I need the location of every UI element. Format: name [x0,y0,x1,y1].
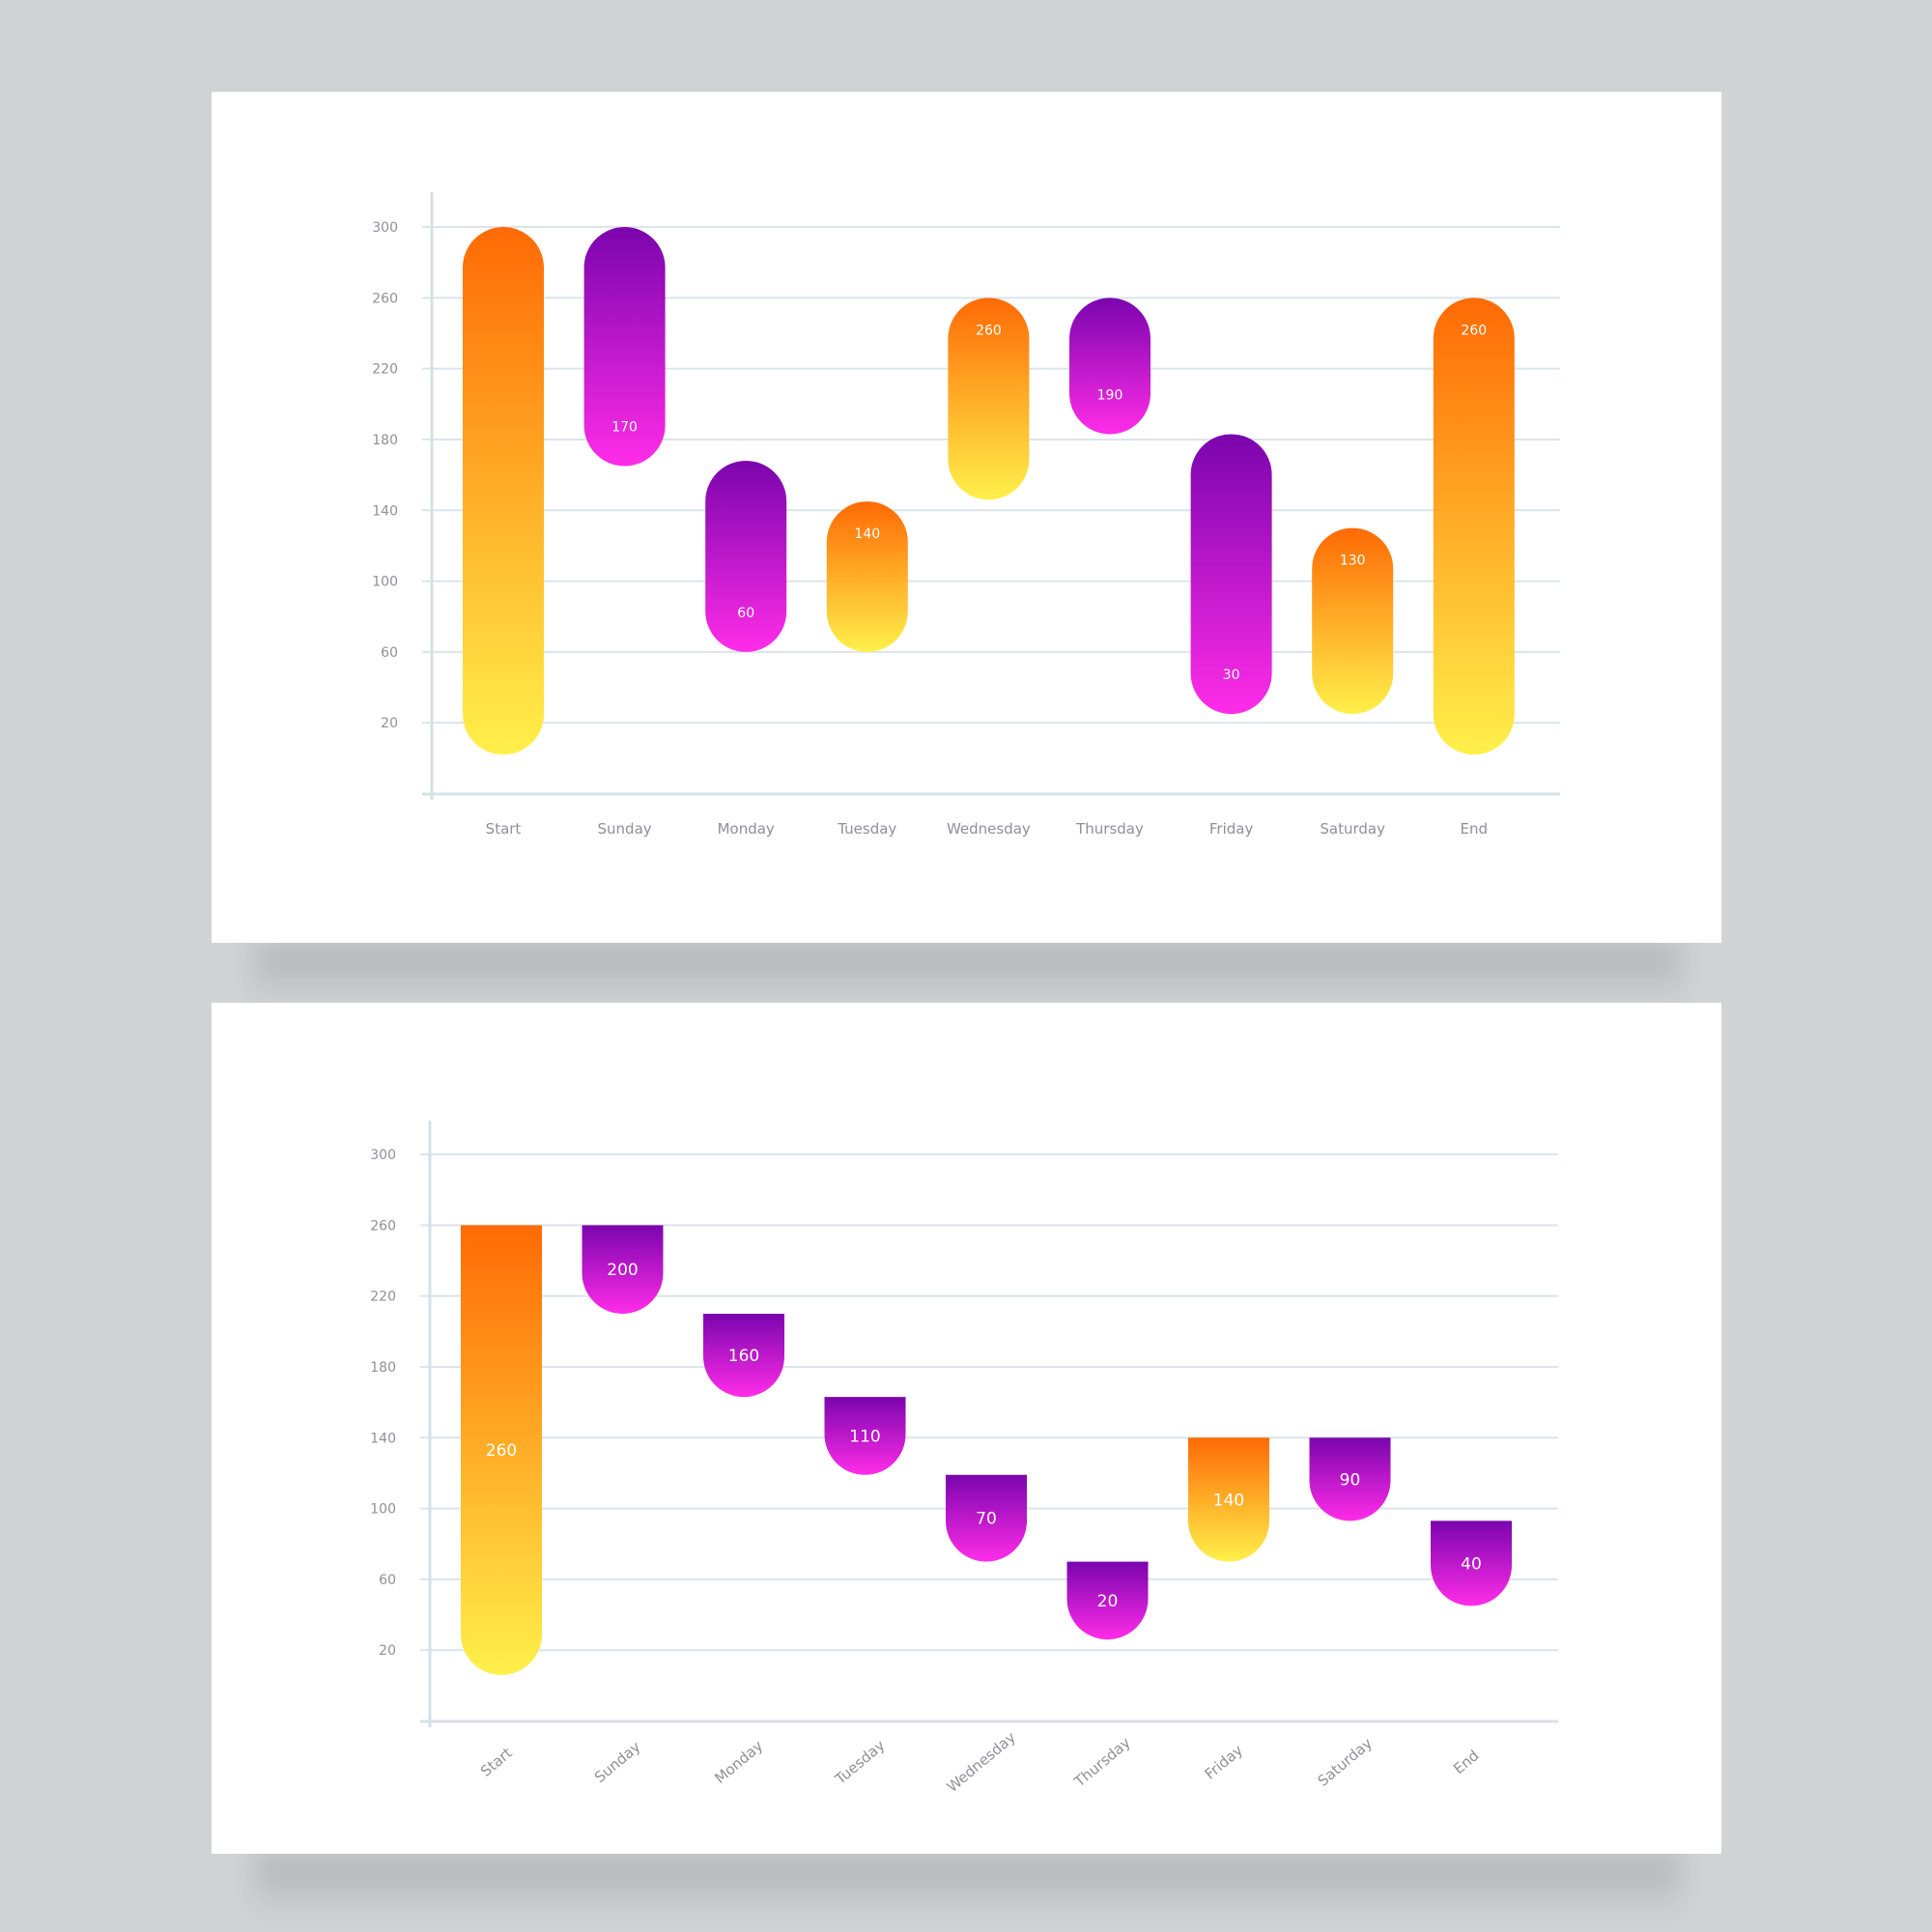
value-label-monday: 60 [737,606,754,621]
bar-start [463,227,544,755]
y-tick-label: 140 [372,503,398,519]
value-label-thursday: 190 [1097,387,1123,403]
x-category-label: Start [486,820,522,838]
waterfall-chart: 300 260 220 180 140 100 60 20 260 Start 200 Sunday 1… [370,1121,1558,1796]
card-shadow-bottom [253,1854,1683,1921]
y-tick-label: 260 [372,291,398,306]
x-category-label: Sunday [591,1738,644,1786]
x-category-label: Tuesday [837,820,896,838]
value-label-saturday: 130 [1340,554,1366,569]
bar-monday [703,1313,784,1398]
bar-tuesday [826,501,908,652]
y-tick-label: 60 [379,1573,396,1588]
x-category-label: Tuesday [831,1737,888,1789]
chart-card-waterfall: 300 260 220 180 140 100 60 20 260 Start 200 Sunday 1… [212,1003,1721,1854]
y-tick-label: 100 [372,575,398,590]
bar-friday [1188,1437,1269,1562]
value-label-saturday: 90 [1340,1470,1361,1490]
x-category-label: Wednesday [944,1728,1019,1796]
card-shadow-top [253,943,1683,1010]
y-tick-label: 60 [381,645,398,661]
y-tick-label: 20 [379,1643,396,1659]
y-tick-label: 300 [372,220,398,236]
bar-wednesday [948,298,1030,500]
value-label-end: 260 [1461,323,1487,338]
bar-start [461,1225,542,1675]
x-category-label: End [1461,820,1489,838]
bar-thursday [1069,298,1151,435]
bar-monday [705,460,787,652]
y-tick-label: 220 [370,1290,396,1305]
bar-tuesday [824,1397,906,1475]
bar-thursday [1066,1561,1149,1640]
value-label-thursday: 20 [1097,1592,1119,1611]
value-label-monday: 160 [728,1347,759,1366]
value-label-end: 40 [1461,1554,1482,1574]
bar-end [1433,298,1515,755]
value-label-friday: 30 [1223,668,1240,683]
y-tick-label: 260 [370,1218,396,1234]
bar-sunday [582,1225,664,1314]
value-label-tuesday: 140 [854,526,880,542]
y-tick-label: 20 [381,716,398,731]
bar-end [1431,1520,1512,1606]
x-category-label: Sunday [598,820,652,838]
value-label-wednesday: 260 [976,323,1002,338]
chart-card-floating: 300 260 220 180 140 100 60 20 Start 170 Sunday 60 Mo… [212,92,1721,943]
x-category-label: End [1450,1747,1482,1777]
x-category-label: Monday [711,1737,766,1787]
bar-saturday [1309,1437,1391,1521]
y-tick-label: 180 [370,1360,396,1376]
y-tick-label: 220 [372,362,398,378]
floating-bar-chart: 300 260 220 180 140 100 60 20 Start 170 Sunday 60 Mo… [372,192,1560,838]
x-category-label: Friday [1202,1742,1246,1783]
value-label-start: 260 [486,1441,517,1461]
x-category-label: Saturday [1315,1734,1376,1789]
value-label-sunday: 170 [611,419,638,435]
x-category-label: Thursday [1070,1734,1134,1791]
bar-saturday [1312,527,1394,715]
y-tick-label: 140 [370,1431,396,1446]
bar-wednesday [946,1474,1027,1562]
x-category-label: Monday [718,820,775,838]
y-tick-label: 300 [370,1148,396,1163]
x-category-label: Start [477,1744,516,1779]
value-label-friday: 140 [1213,1491,1244,1510]
x-category-label: Wednesday [947,820,1031,838]
value-label-wednesday: 70 [976,1510,997,1529]
value-label-sunday: 200 [607,1261,638,1280]
x-category-label: Thursday [1075,820,1144,838]
x-category-label: Saturday [1320,820,1385,838]
y-tick-label: 100 [370,1502,396,1518]
bar-friday [1190,434,1272,715]
bar-sunday [583,227,666,467]
value-label-tuesday: 110 [849,1427,880,1446]
x-category-label: Friday [1209,820,1254,838]
y-tick-label: 180 [372,433,398,448]
